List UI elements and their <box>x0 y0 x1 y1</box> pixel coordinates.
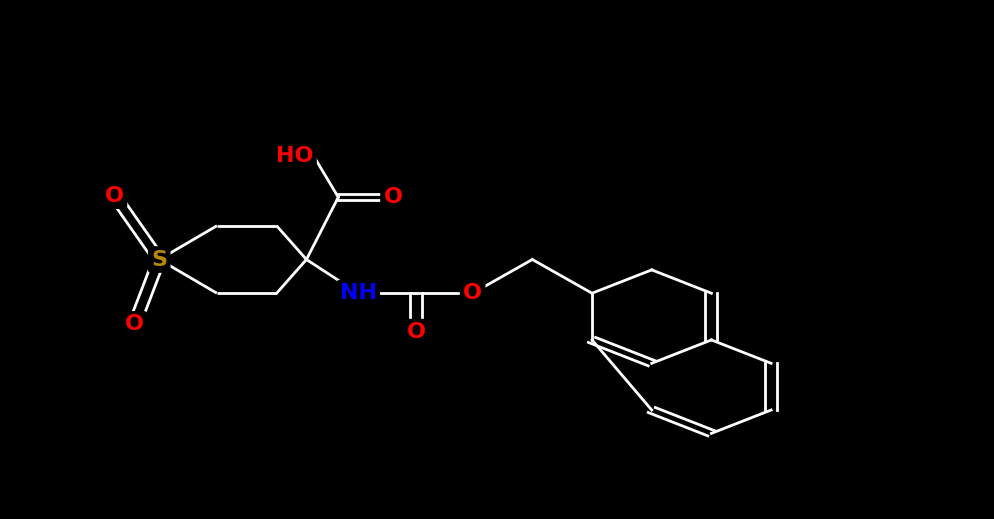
Text: O: O <box>462 283 482 303</box>
Text: O: O <box>406 322 425 342</box>
Text: O: O <box>124 315 144 334</box>
Text: O: O <box>383 187 403 207</box>
Text: HO: HO <box>275 146 313 166</box>
Text: O: O <box>104 186 124 206</box>
Text: S: S <box>151 250 167 269</box>
Text: NH: NH <box>339 283 377 303</box>
